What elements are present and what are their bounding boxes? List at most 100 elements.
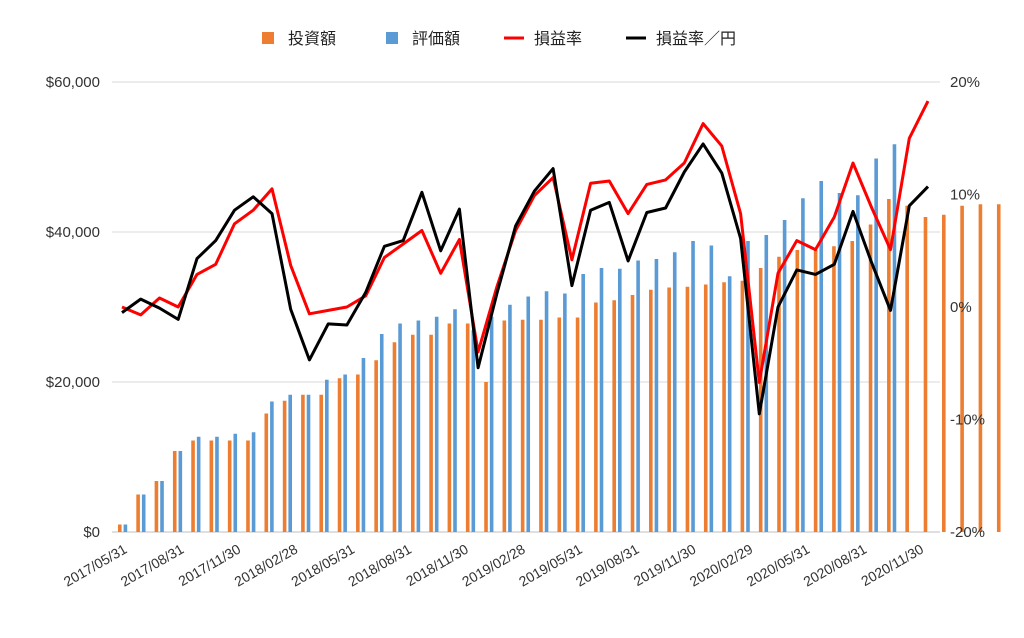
y-left-tick-label: $60,000 (46, 74, 100, 91)
bar-valuation (416, 320, 421, 532)
bar-investment (356, 374, 360, 532)
bar-investment (410, 334, 415, 532)
bar-valuation (599, 268, 604, 532)
bar-valuation (288, 394, 292, 532)
bar-investment (795, 250, 800, 532)
bar-valuation (672, 252, 677, 532)
legend: 投資額 評価額 損益率 損益率／円 (262, 30, 736, 48)
bar-investment (502, 320, 507, 532)
x-tick-label: 2017/08/31 (118, 541, 187, 590)
legend-swatch (262, 32, 274, 44)
y-right-tick-label: -10% (950, 412, 985, 429)
bar-valuation (618, 268, 622, 532)
bar-investment (246, 440, 250, 532)
bar-valuation (123, 524, 128, 532)
bar-valuation (874, 158, 878, 532)
y-left-tick-label: $20,000 (46, 374, 100, 391)
bar-investment (172, 451, 177, 532)
bar-investment (337, 378, 342, 532)
bar-valuation (215, 436, 219, 532)
x-tick-label: 2020/11/30 (858, 541, 926, 589)
bar-valuation (251, 432, 256, 532)
legend-label: 投資額 (288, 30, 336, 48)
bar-investment (301, 394, 305, 532)
bar-investment (282, 400, 287, 532)
bar-valuation (782, 220, 787, 532)
bar-investment (575, 317, 580, 532)
bar-investment (612, 300, 616, 532)
y-right-tick-label: 10% (950, 187, 980, 204)
bar-investment (136, 494, 140, 532)
bar-valuation (856, 195, 860, 532)
bar-valuation (489, 316, 494, 532)
bar-investment (557, 317, 562, 532)
bar-valuation (636, 260, 640, 532)
y-axis-right: -20% -10% 0% 10% 20% (950, 74, 985, 541)
bar-investment (154, 481, 159, 532)
x-tick-label: 2018/05/31 (288, 541, 357, 590)
y-axis-left: $0 $20,000 $40,000 $60,000 (46, 74, 100, 541)
bar-investment (374, 360, 378, 532)
bar-investment (484, 382, 488, 532)
legend-swatch (386, 32, 398, 44)
bar-investment (887, 199, 891, 532)
bar-investment (978, 204, 983, 532)
x-tick-label: 2019/11/30 (631, 541, 699, 589)
bar-valuation (563, 293, 567, 532)
bar-investment (209, 440, 214, 532)
x-tick-label: 2019/05/31 (516, 541, 585, 590)
bar-valuation (727, 276, 732, 532)
bar-investment (868, 224, 873, 532)
bar-valuation (801, 198, 805, 532)
bar-valuation (691, 241, 695, 532)
bar-investment (649, 289, 653, 532)
x-tick-label: 2017/11/30 (176, 541, 244, 589)
bar-valuation (361, 358, 366, 532)
bar-valuation (453, 309, 457, 532)
bar-valuation (270, 401, 274, 532)
y-right-tick-label: 20% (950, 74, 980, 91)
bar-valuation (196, 436, 201, 532)
bar-valuation (544, 291, 549, 532)
bar-valuation (306, 394, 311, 532)
x-tick-label: 2019/02/28 (459, 541, 528, 590)
bar-valuation (819, 181, 824, 532)
bar-valuation (379, 334, 384, 532)
bar-valuation (178, 451, 183, 532)
bar-investment (942, 214, 946, 532)
bar-valuation (764, 235, 769, 532)
bar-investment (740, 280, 745, 532)
x-tick-label: 2018/08/31 (345, 541, 414, 590)
y-left-tick-label: $0 (83, 524, 100, 541)
y-left-tick-label: $40,000 (46, 224, 100, 241)
bar-investment (264, 413, 269, 532)
bar-valuation (434, 316, 439, 532)
x-tick-label: 2020/05/31 (744, 541, 813, 590)
bar-investment (191, 440, 195, 532)
bar-investment (447, 323, 452, 532)
bar-valuation (141, 494, 146, 532)
bar-investment (319, 394, 324, 532)
bar-investment (118, 524, 122, 532)
bar-investment (429, 334, 433, 532)
bar-investment (392, 342, 397, 532)
bar-valuation (709, 245, 714, 532)
line-series (121, 100, 930, 416)
bar-investment (905, 205, 909, 532)
bar-investment (923, 217, 928, 532)
bar-valuation (746, 241, 750, 532)
bar-valuation (233, 433, 238, 532)
line-profit-rate-yen (121, 142, 930, 416)
bar-investment (667, 287, 671, 532)
line-profit-rate (121, 100, 930, 384)
bar-investment (594, 302, 598, 532)
legend-label: 損益率 (534, 30, 582, 48)
bar-investment (539, 319, 543, 532)
y-right-tick-label: -20% (950, 524, 985, 541)
x-tick-label: 2020/08/31 (801, 541, 870, 590)
x-tick-label: 2018/11/30 (403, 541, 471, 589)
x-tick-label: 2019/08/31 (573, 541, 642, 590)
bar-investment (850, 241, 855, 532)
